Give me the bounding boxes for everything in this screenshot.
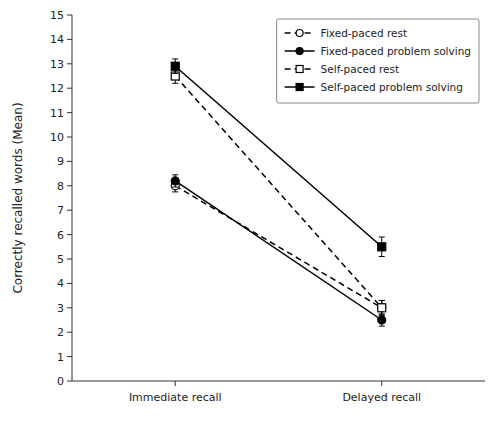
y-axis <box>72 15 73 381</box>
y-tick-label: 8 <box>57 180 64 193</box>
error-bar <box>379 300 385 315</box>
data-point <box>171 177 179 185</box>
error-bar <box>172 175 178 187</box>
series <box>171 69 386 315</box>
legend-label: Self-paced rest <box>321 63 399 75</box>
data-point <box>171 72 179 80</box>
error-bar <box>379 237 385 257</box>
y-tick <box>67 63 72 64</box>
y-axis-label: Correctly recalled words (Mean) <box>11 102 25 293</box>
y-tick-label: 1 <box>57 351 64 364</box>
error-bar <box>379 314 385 326</box>
y-tick-label: 3 <box>57 302 64 315</box>
y-tick-label: 13 <box>50 58 64 71</box>
y-tick-label: 10 <box>50 131 64 144</box>
x-tick-label: Delayed recall <box>342 391 421 404</box>
data-point <box>171 62 179 70</box>
data-point <box>378 304 386 312</box>
y-tick-label: 6 <box>57 229 64 242</box>
y-tick <box>67 234 72 235</box>
legend-swatch-marker <box>296 48 303 55</box>
y-tick <box>67 381 72 382</box>
legend-swatch-marker <box>296 30 303 37</box>
y-tick <box>67 112 72 113</box>
legend-label: Self-paced problem solving <box>321 81 463 93</box>
data-point <box>378 304 386 312</box>
y-tick <box>67 185 72 186</box>
error-bar-cap <box>172 73 178 74</box>
y-tick-label: 2 <box>57 326 64 339</box>
y-tick <box>67 137 72 138</box>
y-tick-label: 0 <box>57 375 64 388</box>
error-bar <box>379 300 385 315</box>
y-tick <box>67 39 72 40</box>
error-bar-cap <box>172 58 178 59</box>
error-bar-cap <box>379 315 385 316</box>
y-tick-label: 9 <box>57 155 64 168</box>
error-bar-cap <box>379 300 385 301</box>
error-bar <box>172 59 178 74</box>
error-bar-cap <box>172 83 178 84</box>
y-tick <box>67 210 72 211</box>
legend-swatch-marker <box>296 84 303 91</box>
y-tick-label: 7 <box>57 204 64 217</box>
y-tick <box>67 88 72 89</box>
y-tick-label: 4 <box>57 277 64 290</box>
y-tick-label: 12 <box>50 82 64 95</box>
series-line <box>175 76 382 308</box>
series <box>171 175 386 326</box>
legend-swatch-marker <box>296 66 303 73</box>
y-tick <box>67 307 72 308</box>
y-tick-label: 11 <box>50 107 64 120</box>
y-tick <box>67 283 72 284</box>
data-point <box>378 243 386 251</box>
y-tick-label: 15 <box>50 9 64 22</box>
series-line <box>175 181 382 320</box>
error-bar-cap <box>172 187 178 188</box>
x-axis <box>72 381 485 382</box>
y-tick <box>67 15 72 16</box>
y-tick <box>67 161 72 162</box>
y-tick-label: 14 <box>50 33 64 46</box>
error-bar-cap <box>379 256 385 257</box>
chart: 0123456789101112131415Immediate recallDe… <box>0 0 500 429</box>
x-tick <box>381 381 382 386</box>
error-bar-cap <box>379 315 385 316</box>
error-bar-cap <box>379 300 385 301</box>
error-bar-cap <box>172 174 178 175</box>
series-line <box>175 186 382 308</box>
error-bar-cap <box>172 191 178 192</box>
error-bar-cap <box>379 326 385 327</box>
error-bar-cap <box>379 237 385 238</box>
y-tick <box>67 332 72 333</box>
y-tick <box>67 356 72 357</box>
legend: Fixed-paced rest Fixed-paced problem solv… <box>277 19 479 103</box>
legend-label: Fixed-paced rest <box>321 27 407 39</box>
data-point <box>378 316 386 324</box>
legend-label: Fixed-paced problem solving <box>321 45 471 57</box>
x-tick <box>175 381 176 386</box>
y-tick-label: 5 <box>57 253 64 266</box>
y-tick <box>67 259 72 260</box>
legend-box <box>277 19 479 103</box>
x-tick-label: Immediate recall <box>129 391 222 404</box>
